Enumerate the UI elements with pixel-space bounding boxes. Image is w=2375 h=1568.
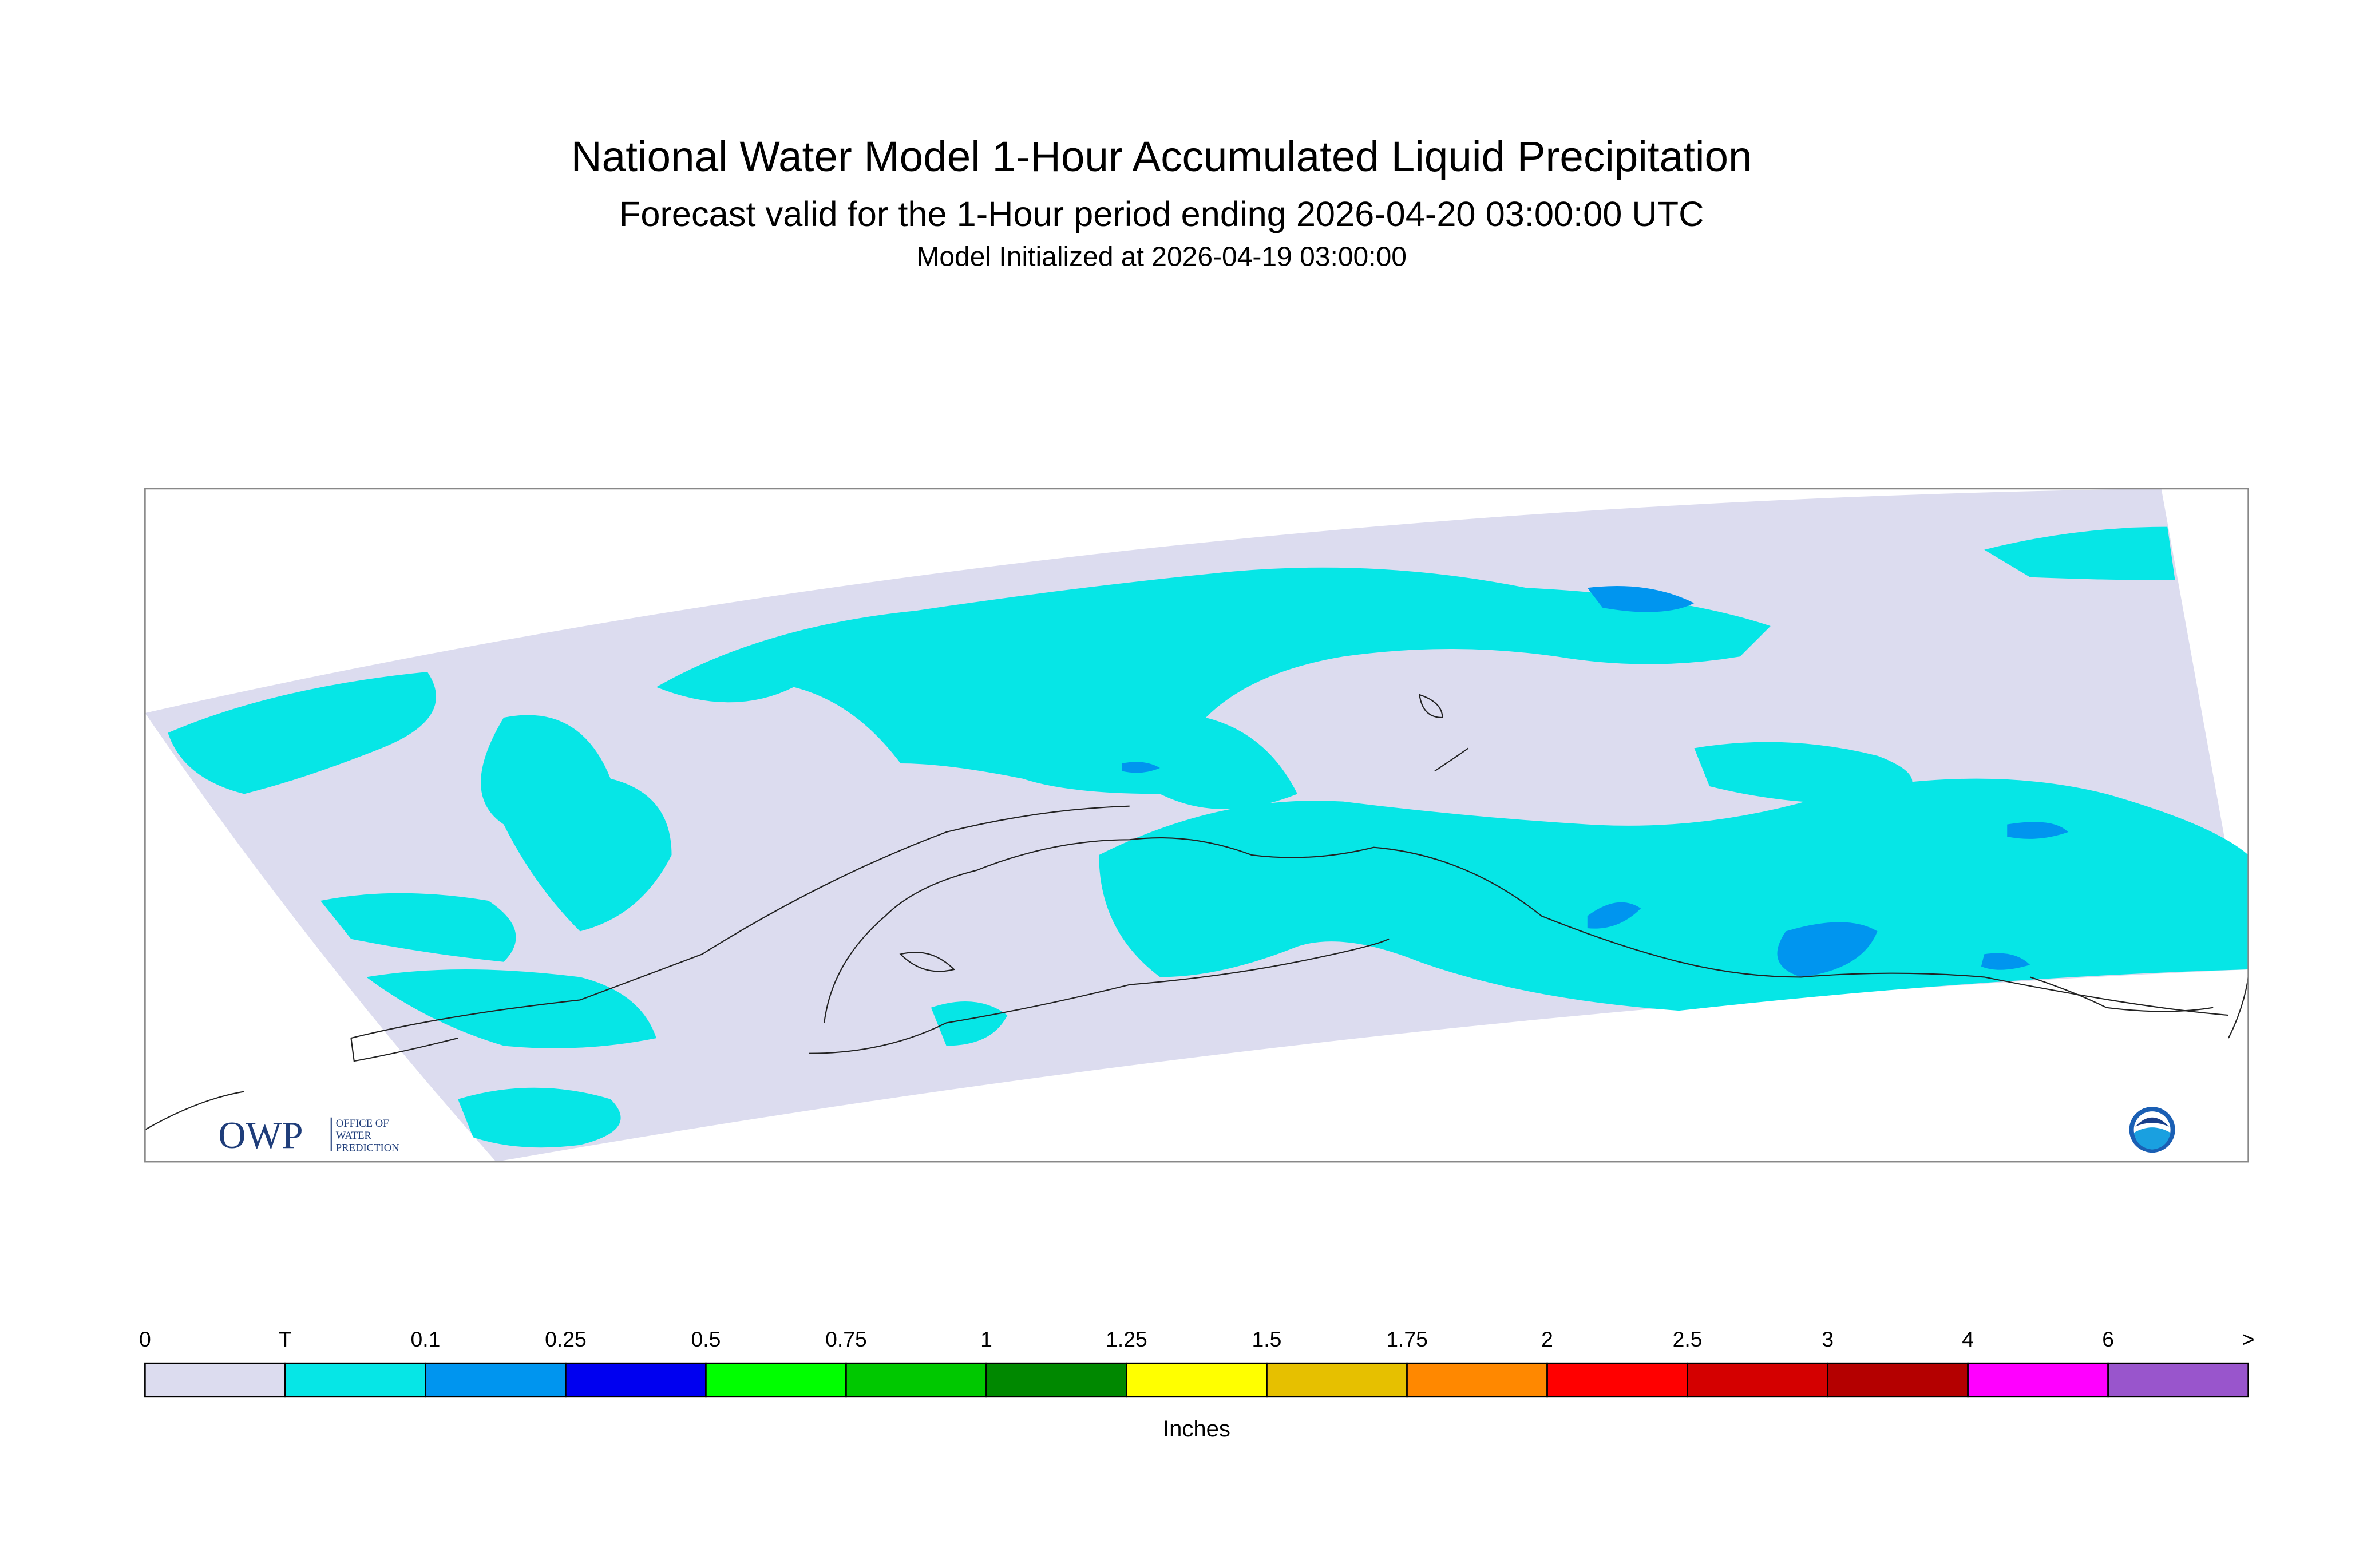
colorbar-label: 1 bbox=[980, 1327, 992, 1351]
owp-logo: OWP OFFICE OF WATER PREDICTION bbox=[218, 1115, 399, 1157]
colorbar-label: 0.1 bbox=[410, 1327, 440, 1351]
colorbar-label: 1.25 bbox=[1106, 1327, 1147, 1351]
colorbar-label: 3 bbox=[1822, 1327, 1834, 1351]
color-swatch bbox=[1687, 1362, 1828, 1398]
color-swatch bbox=[2107, 1362, 2249, 1398]
colorbar-label: 0 bbox=[139, 1327, 151, 1351]
colorbar-label: 6 bbox=[2102, 1327, 2114, 1351]
color-swatch bbox=[284, 1362, 426, 1398]
color-swatch bbox=[705, 1362, 847, 1398]
color-swatch bbox=[565, 1362, 707, 1398]
map: OWP OFFICE OF WATER PREDICTION bbox=[144, 488, 2249, 1163]
colorbar-label: 4 bbox=[1962, 1327, 1974, 1351]
color-swatch bbox=[425, 1362, 567, 1398]
logo-line: OFFICE OF bbox=[336, 1118, 389, 1130]
colorbar: 0 T 0.1 0.25 0.5 0.75 1 1.25 1.5 1.75 2 2.5 3 4 6 > Inch… bbox=[139, 1327, 2255, 1442]
color-swatch bbox=[1266, 1362, 1408, 1398]
colorbar-label: > bbox=[2242, 1327, 2255, 1351]
color-swatch bbox=[1406, 1362, 1548, 1398]
color-swatch bbox=[1967, 1362, 2109, 1398]
init-time: Model Initialized at 2026-04-19 03:00:00 bbox=[916, 242, 1407, 272]
colorbar-label: 0.75 bbox=[825, 1327, 867, 1351]
color-swatch bbox=[1546, 1362, 1688, 1398]
colorbar-label: 2 bbox=[1541, 1327, 1553, 1351]
noaa-logo bbox=[2129, 1107, 2175, 1153]
heavier-precip bbox=[1122, 585, 2068, 977]
title: National Water Model 1-Hour Accumulated … bbox=[571, 132, 1752, 180]
colorbar-label: T bbox=[279, 1327, 292, 1351]
color-swatch bbox=[845, 1362, 987, 1398]
color-swatch bbox=[985, 1362, 1127, 1398]
color-swatch bbox=[144, 1362, 286, 1398]
colorbar-label: 2.5 bbox=[1673, 1327, 1703, 1351]
logo-line: PREDICTION bbox=[336, 1142, 399, 1154]
logo-mark: OWP bbox=[218, 1115, 303, 1157]
coastlines bbox=[145, 694, 2249, 1131]
map-frame bbox=[144, 488, 2249, 1163]
logo-line: WATER bbox=[336, 1130, 372, 1142]
color-swatch bbox=[1827, 1362, 1969, 1398]
colorbar-unit: Inches bbox=[1163, 1416, 1230, 1442]
color-swatch bbox=[1126, 1362, 1268, 1398]
colorbar-label: 1.75 bbox=[1386, 1327, 1428, 1351]
colorbar-label: 0.5 bbox=[691, 1327, 721, 1351]
subtitle: Forecast valid for the 1-Hour period end… bbox=[619, 194, 1704, 233]
colorbar-label: 0.25 bbox=[545, 1327, 587, 1351]
colorbar-label: 1.5 bbox=[1252, 1327, 1282, 1351]
